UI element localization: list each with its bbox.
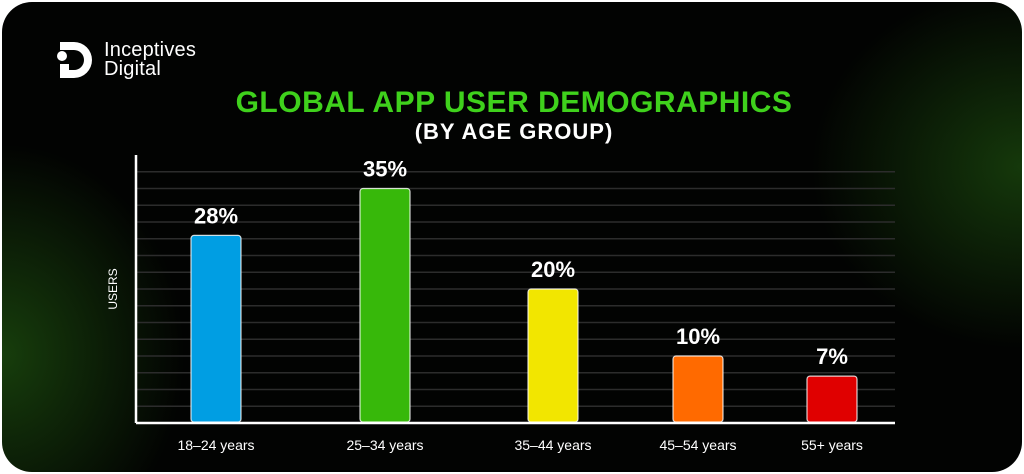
data-label-2: 20% xyxy=(531,257,575,282)
chart-subtitle: (BY AGE GROUP) xyxy=(414,119,614,144)
bar-3 xyxy=(672,355,724,423)
bar-1 xyxy=(359,187,411,423)
data-label-3: 10% xyxy=(676,324,720,349)
bar-0 xyxy=(190,234,242,423)
data-label-1: 35% xyxy=(363,157,407,182)
data-label-4: 7% xyxy=(816,344,848,369)
data-label-0: 28% xyxy=(194,203,238,228)
x-tick-label-3: 45–54 years xyxy=(659,437,736,453)
y-axis-label: USERS xyxy=(106,268,120,309)
bar-4 xyxy=(806,375,858,423)
logo-text-line2: Digital xyxy=(104,58,161,80)
chart-title: GLOBAL APP USER DEMOGRAPHICS xyxy=(235,86,793,119)
x-tick-label-4: 55+ years xyxy=(801,437,863,453)
brand-logo: Inceptives Digital xyxy=(56,38,196,82)
logo-text-line1: Inceptives xyxy=(104,39,197,61)
x-tick-label-1: 25–34 years xyxy=(346,437,423,453)
x-tick-label-0: 18–24 years xyxy=(177,437,254,453)
x-tick-label-2: 35–44 years xyxy=(514,437,591,453)
bar-2 xyxy=(527,288,579,423)
logo-d-icon xyxy=(57,42,92,78)
